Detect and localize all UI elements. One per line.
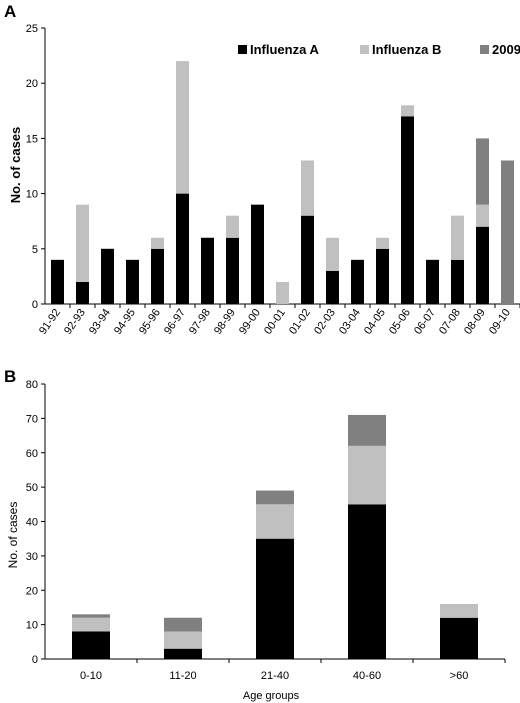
y-tick-label: 0 <box>32 654 38 666</box>
panel-b-letter: B <box>4 367 16 386</box>
bar-2009-h1n1-40-60 <box>348 414 386 446</box>
panel-a-letter: A <box>4 2 16 21</box>
bar-influenza-a-0-10 <box>72 631 110 659</box>
y-tick-label: 40 <box>26 517 38 529</box>
bar-influenza-b-04-05 <box>376 237 389 249</box>
legend-swatch <box>360 45 369 54</box>
x-tick-label: 21-40 <box>261 670 289 682</box>
x-tick-label: 95-96 <box>137 307 163 337</box>
x-tick-label: 96-97 <box>162 307 188 337</box>
legend-label: Influenza A <box>250 42 319 57</box>
legend-label: Influenza B <box>372 42 441 57</box>
bar-influenza-b-08-09 <box>476 204 489 227</box>
chart-a-ylabel: No. of cases <box>8 127 23 204</box>
bar-influenza-b-60 <box>440 604 478 618</box>
x-tick-label: 08-09 <box>462 307 488 337</box>
bar-influenza-a-08-09 <box>476 226 489 304</box>
y-tick-label: 10 <box>26 189 38 201</box>
x-tick-label: 94-95 <box>112 307 138 337</box>
bar-influenza-a-96-97 <box>176 193 189 304</box>
bar-influenza-b-05-06 <box>401 105 414 117</box>
x-tick-label: 0-10 <box>80 670 102 682</box>
y-tick-label: 10 <box>26 620 38 632</box>
legend-swatch <box>480 45 489 54</box>
y-tick-label: 70 <box>26 413 38 425</box>
bar-2009-h1n1-11-20 <box>164 617 202 632</box>
bar-influenza-a-05-06 <box>401 116 414 304</box>
bar-influenza-b-11-20 <box>164 631 202 649</box>
y-tick-label: 25 <box>26 23 38 35</box>
bar-influenza-a-98-99 <box>226 237 239 304</box>
bar-influenza-a-11-20 <box>164 648 202 659</box>
x-tick-label: 40-60 <box>353 670 381 682</box>
chart-b: No. of cases Age groups 0 10 20 30 40 50 60 70 8… <box>6 379 506 702</box>
bar-influenza-b-96-97 <box>176 61 189 194</box>
chart-a: No. of cases Influenza A Influenza B 2009 … <box>8 23 520 337</box>
bar-influenza-b-0-10 <box>72 617 110 632</box>
bar-influenza-a-91-92 <box>51 259 64 304</box>
bar-influenza-b-07-08 <box>451 215 464 260</box>
x-tick-label: 97-98 <box>187 307 213 337</box>
bar-influenza-a-02-03 <box>326 270 339 304</box>
y-tick-label: 60 <box>26 448 38 460</box>
bar-influenza-a-95-96 <box>151 248 164 304</box>
bar-influenza-a-40-60 <box>348 504 386 659</box>
chart-a-legend: Influenza A Influenza B 2009 H1N1 <box>238 42 520 57</box>
x-tick-label: 01-02 <box>287 307 313 337</box>
x-tick-label: 91-92 <box>37 307 63 337</box>
x-tick-label: 99-00 <box>237 307 263 337</box>
y-tick-label: 15 <box>26 133 38 145</box>
bar-2009-h1n1-09-10 <box>501 160 514 304</box>
x-tick-label: 98-99 <box>212 307 238 337</box>
bar-influenza-b-01-02 <box>301 160 314 216</box>
bar-influenza-a-60 <box>440 617 478 659</box>
bar-influenza-a-04-05 <box>376 248 389 304</box>
bar-influenza-b-92-93 <box>76 204 89 282</box>
bar-influenza-b-02-03 <box>326 237 339 271</box>
bar-influenza-b-21-40 <box>256 504 294 539</box>
legend-label: 2009 H1N1 <box>492 42 520 57</box>
chart-b-ylabel: No. of cases <box>6 502 20 569</box>
y-tick-label: 20 <box>26 78 38 90</box>
x-tick-label: 93-94 <box>87 307 113 337</box>
y-tick-label: 30 <box>26 551 38 563</box>
bar-influenza-a-21-40 <box>256 538 294 659</box>
x-tick-label: >60 <box>450 670 469 682</box>
chart-b-xlabel: Age groups <box>243 690 300 702</box>
x-tick-label: 06-07 <box>412 307 438 337</box>
bar-2009-h1n1-0-10 <box>72 614 110 618</box>
bar-2009-h1n1-08-09 <box>476 138 489 205</box>
y-tick-label: 50 <box>26 482 38 494</box>
y-tick-label: 80 <box>26 379 38 391</box>
y-tick-label: 0 <box>32 299 38 311</box>
x-tick-label: 11-20 <box>169 670 196 682</box>
y-tick-label: 5 <box>32 244 38 256</box>
bar-influenza-b-95-96 <box>151 237 164 249</box>
bar-influenza-b-98-99 <box>226 215 239 238</box>
bar-influenza-b-40-60 <box>348 445 386 505</box>
bar-2009-h1n1-21-40 <box>256 490 294 505</box>
bar-influenza-a-97-98 <box>201 237 214 304</box>
legend-swatch <box>238 45 247 54</box>
bar-influenza-a-94-95 <box>126 259 139 304</box>
x-tick-label: 09-10 <box>487 307 513 337</box>
bar-influenza-a-06-07 <box>426 259 439 304</box>
bar-influenza-a-93-94 <box>101 248 114 304</box>
x-tick-label: 07-08 <box>437 307 463 337</box>
bar-influenza-a-03-04 <box>351 259 364 304</box>
x-tick-label: 02-03 <box>312 307 338 337</box>
x-tick-label: 05-06 <box>387 307 413 337</box>
bar-influenza-a-07-08 <box>451 259 464 304</box>
x-tick-label: 00-01 <box>262 307 288 337</box>
x-tick-label: 03-04 <box>337 307 363 337</box>
x-tick-label: 04-05 <box>362 307 388 337</box>
bar-influenza-a-92-93 <box>76 281 89 304</box>
bar-influenza-b-00-01 <box>276 281 289 304</box>
y-tick-label: 20 <box>26 585 38 597</box>
bar-influenza-a-99-00 <box>251 204 264 304</box>
bar-influenza-a-01-02 <box>301 215 314 304</box>
x-tick-label: 92-93 <box>62 307 88 337</box>
